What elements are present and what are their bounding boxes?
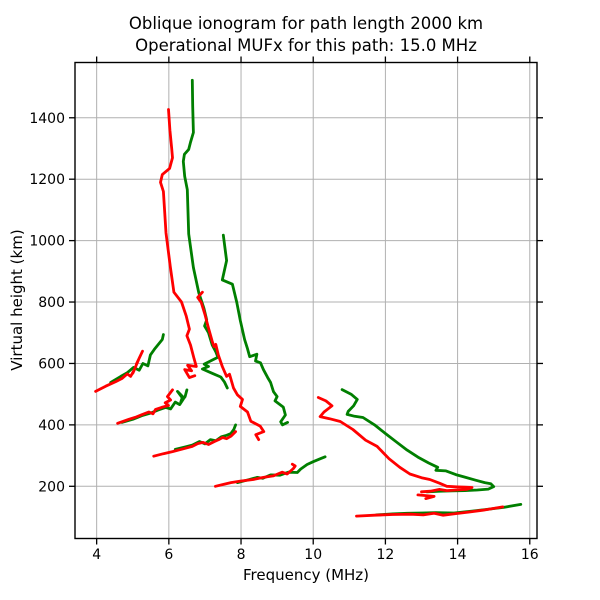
x-tick-label: 16	[521, 547, 539, 563]
chart-title: Oblique ionogram for path length 2000 km…	[75, 13, 537, 56]
y-tick-label: 1000	[29, 234, 65, 250]
chart-title-line1: Oblique ionogram for path length 2000 km	[128, 14, 484, 33]
y-tick-label: 400	[38, 418, 65, 434]
x-tick-label: 10	[304, 547, 322, 563]
trace-red-4F-ray	[94, 349, 144, 393]
tick-labels: 4 6 8 10 12 14 16 200 400 600 800 1000 1200 1400	[29, 111, 538, 563]
trace-red-1F-low-stub	[416, 493, 436, 501]
trace-red-2F-low-ray	[152, 430, 238, 458]
chart-title-line2: Operational MUFx for this path: 15.0 MHz	[135, 35, 477, 55]
trace-red-3F-low-ray	[116, 388, 174, 425]
y-tick-label: 200	[38, 479, 65, 495]
trace-red-2F-high-ray	[196, 290, 266, 442]
trace-red-1F-main	[316, 396, 474, 494]
y-axis-label: Virtual height (km)	[8, 229, 26, 370]
y-tick-label: 800	[38, 295, 65, 311]
trace-green-2F-high-ray	[220, 233, 290, 427]
y-tick-label: 1400	[29, 111, 65, 127]
plot-frame	[74, 61, 538, 540]
x-axis-label: Frequency (MHz)	[243, 566, 369, 584]
x-tick-label: 14	[449, 547, 467, 563]
x-tick-label: 6	[164, 547, 173, 563]
trace-green-4F-ray	[109, 333, 165, 384]
trace-red-1E-ray	[355, 505, 505, 518]
axes-frame	[74, 61, 538, 540]
y-tick-label: 600	[38, 356, 65, 372]
ionogram-traces	[94, 78, 523, 518]
y-tick-label: 1200	[29, 172, 65, 188]
x-tick-label: 12	[376, 547, 394, 563]
trace-red-3F-high-ray	[159, 108, 198, 380]
axis-ticks	[69, 56, 543, 545]
trace-red-1F-low-ray	[213, 462, 297, 488]
x-tick-label: 8	[237, 547, 246, 563]
x-tick-label: 4	[92, 547, 101, 563]
grid-lines	[75, 62, 537, 539]
trace-green-1F-main	[340, 388, 496, 494]
